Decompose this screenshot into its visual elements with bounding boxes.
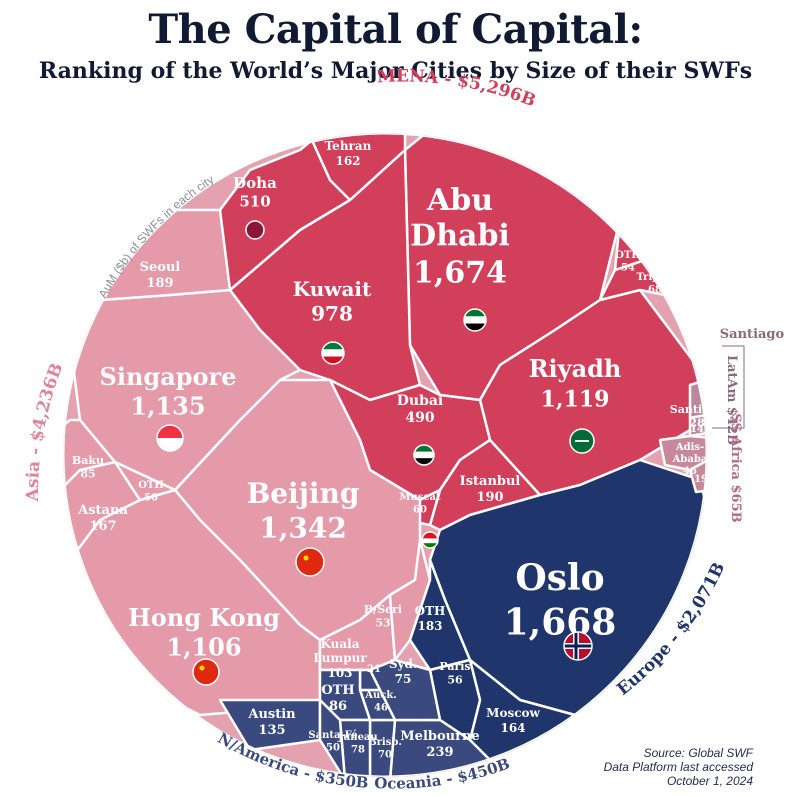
label-singapore-value: 1,135 — [130, 392, 205, 421]
cell-oth — [113, 460, 177, 502]
label-singapore-name: Singapore — [100, 362, 237, 391]
label-riyadh-value: 1,119 — [541, 386, 610, 412]
label-moscow-name: Moscow — [486, 706, 540, 720]
hongkong-flag-icon — [192, 658, 220, 686]
label-baku-name: Baku — [72, 454, 104, 467]
label-juneau-name: Juneau — [337, 732, 377, 743]
label-kuwait-name: Kuwait — [293, 277, 372, 301]
label-paris-value: 56 — [447, 674, 463, 687]
label-b-seri-value: 53 — [375, 617, 390, 630]
label-melbourne-name: Melbourne — [400, 729, 479, 744]
label-tehran-value: 162 — [335, 154, 360, 168]
chart-title: The Capital of Capital: — [148, 6, 643, 53]
singapore-flag-icon — [156, 424, 184, 452]
label-istanbul-name: Istanbul — [460, 474, 521, 489]
label-muscat-value: 60 — [413, 504, 427, 515]
label-melbourne-value: 239 — [426, 745, 453, 760]
region-label-asia: Asia - $4,236B — [23, 361, 67, 503]
uae-flag-icon — [463, 308, 487, 332]
label-oth-name: OTH — [415, 604, 446, 618]
region-label-latam: LatAm $42B — [724, 355, 739, 445]
label-oth-value: 54 — [621, 262, 635, 273]
label-austin-name: Austin — [247, 707, 296, 722]
label-abu-dhabi-name: Abu — [426, 183, 493, 218]
label-oth-name: OTH — [138, 480, 164, 491]
china-flag-icon — [295, 547, 325, 577]
label-santa-f--value: 50 — [326, 742, 340, 753]
source-line: Data Platform last accessed — [603, 760, 753, 774]
label-syd--value: 75 — [395, 672, 412, 686]
uae-flag-icon — [413, 444, 435, 466]
label-austin-value: 135 — [258, 723, 285, 738]
label-dubai-value: 490 — [405, 410, 434, 426]
label-istanbul-value: 190 — [476, 490, 503, 505]
label-auck--name: Auck. — [364, 690, 397, 701]
santiago-leader-line — [712, 345, 745, 429]
label-seoul-value: 189 — [146, 276, 173, 291]
label-hong-kong-name: Hong Kong — [128, 603, 280, 632]
label-region3-cell4-value: 21 — [367, 664, 381, 675]
cell-adis-ababa — [658, 434, 707, 472]
label-adis-ababa-name: Ababa — [672, 454, 708, 465]
label-adis-ababa-value: 46 — [683, 466, 697, 477]
label-juneau-value: 78 — [351, 744, 365, 755]
region-label-ssafrica: SS Africa $65B — [728, 413, 743, 522]
santiago-callout: Santiago — [720, 327, 785, 342]
label-kuala-lumpur-name: Lumpur — [313, 651, 367, 665]
label-brisb--name: Brisb. — [368, 737, 402, 748]
saudi-flag-icon — [569, 428, 595, 454]
label-brisb--value: 70 — [378, 749, 392, 760]
label-dubai-name: Dubai — [397, 393, 444, 409]
cell-santa-f- — [318, 698, 347, 777]
chart-subtitle: Ranking of the World’s Major Cities by S… — [38, 58, 753, 84]
label-oslo-name: Oslo — [515, 557, 604, 599]
label-kuala-lumpur-value: 103 — [327, 666, 352, 680]
source-note: Source: Global SWF Data Platform last ac… — [604, 746, 753, 788]
label-baku-value: 85 — [80, 468, 95, 481]
label-adis-ababa-name: Adis- — [675, 442, 704, 453]
label-kuala-lumpur-name: Kuala — [321, 637, 360, 651]
label-oth-name: OTH — [321, 683, 354, 698]
label-doha-name: Doha — [233, 174, 277, 192]
label-oth-value: 86 — [329, 699, 347, 714]
label-doha-value: 510 — [239, 192, 270, 210]
label-santa-f--name: Santa-Fé — [308, 730, 357, 741]
label-tripoli-value: 68 — [648, 284, 662, 295]
label-hong-kong-value: 1,106 — [166, 633, 241, 662]
label-santiago-name: Santiago — [670, 403, 724, 416]
label-region5-cell1-value: 14 — [690, 424, 704, 435]
cell-tehran — [310, 133, 407, 202]
source-line: October 1, 2024 — [666, 774, 753, 788]
label-beijing-name: Beijing — [247, 477, 360, 510]
label-beijing-value: 1,342 — [259, 511, 347, 544]
label-paris-name: Paris — [439, 660, 470, 673]
label-santiago-value: 28 — [689, 417, 705, 430]
label-riyadh-name: Riyadh — [529, 354, 622, 383]
label-b-seri-name: B/Seri — [364, 603, 402, 616]
label-oth-name: OTH — [615, 250, 641, 261]
label-syd--name: Syd. — [389, 657, 417, 671]
label-astana-name: Astana — [77, 503, 128, 518]
label-abu-dhabi-name: Dhabi — [410, 218, 510, 253]
label-oth-value: 183 — [417, 619, 442, 633]
label-seoul-name: Seoul — [140, 260, 181, 275]
label-abu-dhabi-value: 1,674 — [413, 255, 507, 290]
label-muscat-name: Muscat — [399, 492, 441, 503]
qatar-flag-icon — [245, 220, 265, 240]
label-astana-value: 167 — [89, 519, 116, 534]
label-moscow-value: 164 — [500, 721, 525, 735]
region-label-mena: MENA - $5,296B — [377, 66, 539, 111]
label-kuwait-value: 978 — [311, 302, 353, 326]
label-oth-value: 56 — [144, 492, 158, 503]
kuwait-flag-icon — [321, 341, 345, 365]
oman-flag-icon — [421, 531, 439, 549]
label-oslo-value: 1,668 — [504, 601, 617, 643]
source-line: Source: Global SWF — [643, 746, 753, 760]
label-region6-cell1-value: 19 — [694, 474, 708, 485]
norway-flag-icon — [563, 631, 593, 661]
label-tripoli-name: Tripoli — [636, 272, 673, 283]
label-tehran-name: Tehran — [325, 139, 372, 153]
label-auck--value: 46 — [374, 702, 388, 713]
